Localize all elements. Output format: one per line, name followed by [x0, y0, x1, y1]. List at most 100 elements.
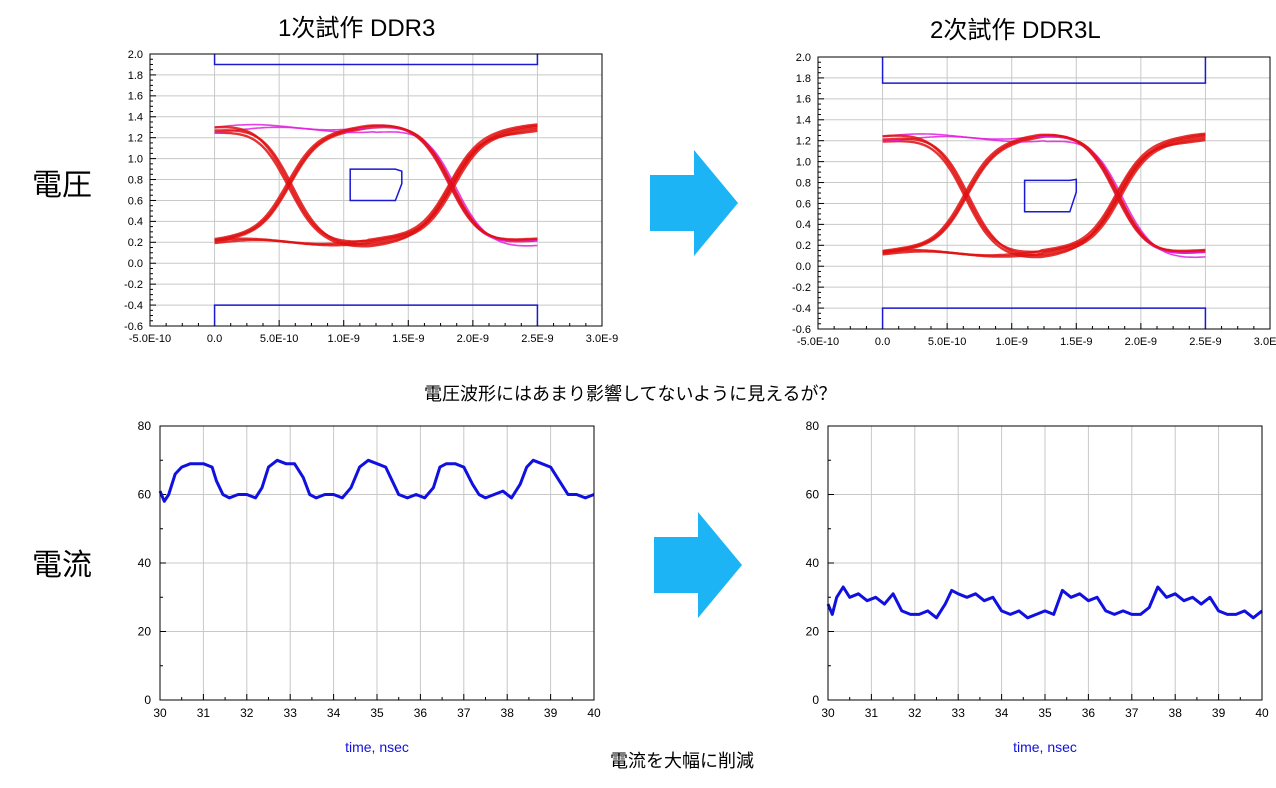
- x-tick-label: 30: [153, 706, 167, 720]
- current-chart-ddr3l: 30 31 32 33 34 35 36 37 38 39 40 0 20 40 60 80 time, nse…: [806, 419, 1269, 755]
- y-tick-label: 60: [138, 488, 152, 502]
- x-tick-label: 34: [327, 706, 341, 720]
- x-axis-label: time, nsec: [345, 739, 409, 755]
- x-tick-label: 38: [1169, 706, 1183, 720]
- y-tick-label: 2.0: [796, 52, 811, 64]
- x-tick-label: 40: [587, 706, 601, 720]
- x-tick-label: 1.0E-9: [328, 333, 360, 345]
- title-ddr3l: 2次試作 DDR3L: [930, 17, 1101, 44]
- eye-trace: [214, 129, 538, 248]
- y-tick-label: 0: [144, 693, 151, 707]
- plot-frame: [817, 56, 1271, 330]
- y-tick-label: -0.4: [124, 300, 143, 312]
- y-tick-label: 1.4: [796, 115, 811, 127]
- y-tick-label: 0.6: [796, 198, 811, 210]
- x-tick-label: 33: [952, 706, 966, 720]
- eye-trace: [214, 125, 538, 247]
- y-tick-label: 0.2: [128, 237, 143, 249]
- x-tick-label: 2.5E-9: [521, 333, 553, 345]
- x-tick-label: 34: [995, 706, 1009, 720]
- y-tick-label: 0.8: [796, 177, 811, 189]
- x-tick-label: 39: [1212, 706, 1226, 720]
- x-tick-label: 3.0E-9: [586, 333, 618, 345]
- x-tick-label: 33: [284, 706, 298, 720]
- y-tick-label: -0.6: [792, 324, 811, 336]
- y-tick-label: 0.0: [128, 258, 143, 270]
- y-tick-label: 1.0: [128, 153, 143, 165]
- y-tick-label: 0.2: [796, 240, 811, 252]
- y-tick-label: 0.8: [128, 174, 143, 186]
- x-tick-label: 37: [1125, 706, 1139, 720]
- y-tick-label: -0.2: [124, 279, 143, 291]
- y-tick-label: -0.2: [792, 282, 811, 294]
- eye-trace: [214, 126, 538, 247]
- y-tick-label: 0.4: [128, 216, 143, 228]
- y-tick-label: 1.6: [796, 94, 811, 106]
- x-axis-label: time, nsec: [1013, 739, 1077, 755]
- y-tick-label: 0: [812, 693, 819, 707]
- x-tick-label: 31: [197, 706, 211, 720]
- eye-trace: [214, 124, 538, 243]
- y-tick-label: 1.8: [128, 70, 143, 82]
- x-tick-label: 36: [1082, 706, 1096, 720]
- x-tick-label: 35: [370, 706, 384, 720]
- eye-trace: [882, 133, 1206, 253]
- plot-frame: [827, 425, 1263, 701]
- x-tick-label: 39: [544, 706, 558, 720]
- x-tick-label: -5.0E-10: [129, 333, 171, 345]
- x-tick-label: 37: [457, 706, 471, 720]
- y-tick-label: 0.0: [796, 261, 811, 273]
- y-tick-label: 80: [806, 419, 820, 433]
- y-tick-label: 1.6: [128, 91, 143, 103]
- caption-voltage: 電圧波形にはあまり影響してないように見えるが？: [424, 384, 837, 404]
- y-tick-label: 1.8: [796, 73, 811, 85]
- x-tick-label: 38: [501, 706, 515, 720]
- x-tick-label: 32: [908, 706, 922, 720]
- y-tick-label: 40: [138, 556, 152, 570]
- x-tick-label: 40: [1255, 706, 1269, 720]
- current-series-line: [158, 458, 595, 503]
- eye-mask-center: [1023, 178, 1078, 213]
- x-tick-label: 3.0E-9: [1254, 336, 1276, 348]
- eye-trace: [214, 124, 538, 241]
- x-tick-label: 30: [821, 706, 835, 720]
- y-tick-label: 2.0: [128, 49, 143, 61]
- y-tick-label: 60: [806, 488, 820, 502]
- eye-mask-top: [213, 54, 539, 66]
- eye-trace: [214, 123, 538, 246]
- eye-trace: [214, 125, 538, 243]
- y-tick-label: 1.2: [128, 133, 143, 145]
- title-ddr3: 1次試作 DDR3: [278, 15, 436, 42]
- x-tick-label: -5.0E-10: [797, 336, 839, 348]
- x-tick-label: 2.0E-9: [457, 333, 489, 345]
- x-tick-label: 0.0: [875, 336, 890, 348]
- y-tick-label: 40: [806, 556, 820, 570]
- eye-mask-center: [349, 168, 403, 202]
- caption-current: 電流を大幅に削減: [610, 751, 754, 771]
- x-tick-label: 2.0E-9: [1125, 336, 1157, 348]
- current-chart-ddr3: 30 31 32 33 34 35 36 37 38 39 40 0 20 40 60 80 time, nse…: [138, 419, 601, 755]
- row-label-current: 電流: [32, 549, 92, 582]
- x-tick-label: 0.0: [207, 333, 222, 345]
- y-tick-label: -0.6: [124, 321, 143, 333]
- eye-trace: [882, 133, 1206, 253]
- y-tick-label: 1.2: [796, 136, 811, 148]
- x-tick-label: 5.0E-10: [260, 333, 299, 345]
- plot-frame: [159, 425, 595, 701]
- row-label-voltage: 電圧: [32, 169, 92, 202]
- plot-frame: [149, 53, 603, 327]
- current-series-line: [826, 585, 1263, 620]
- y-tick-label: 1.4: [128, 112, 143, 124]
- x-tick-label: 1.5E-9: [392, 333, 424, 345]
- arrow-right-icon-top: [650, 150, 738, 256]
- x-tick-label: 1.5E-9: [1060, 336, 1092, 348]
- x-tick-label: 35: [1038, 706, 1052, 720]
- eye-trace: [882, 132, 1206, 257]
- arrow-right-icon-bottom: [654, 512, 742, 618]
- eye-mask-top: [881, 57, 1207, 84]
- x-tick-label: 2.5E-9: [1189, 336, 1221, 348]
- eye-chart-ddr3l: -5.0E-10 0.0 5.0E-10 1.0E-9 1.5E-9 2.0E-9 2.5E…: [792, 52, 1276, 348]
- y-tick-label: -0.4: [792, 303, 811, 315]
- y-tick-label: 80: [138, 419, 152, 433]
- y-tick-label: 20: [806, 625, 820, 639]
